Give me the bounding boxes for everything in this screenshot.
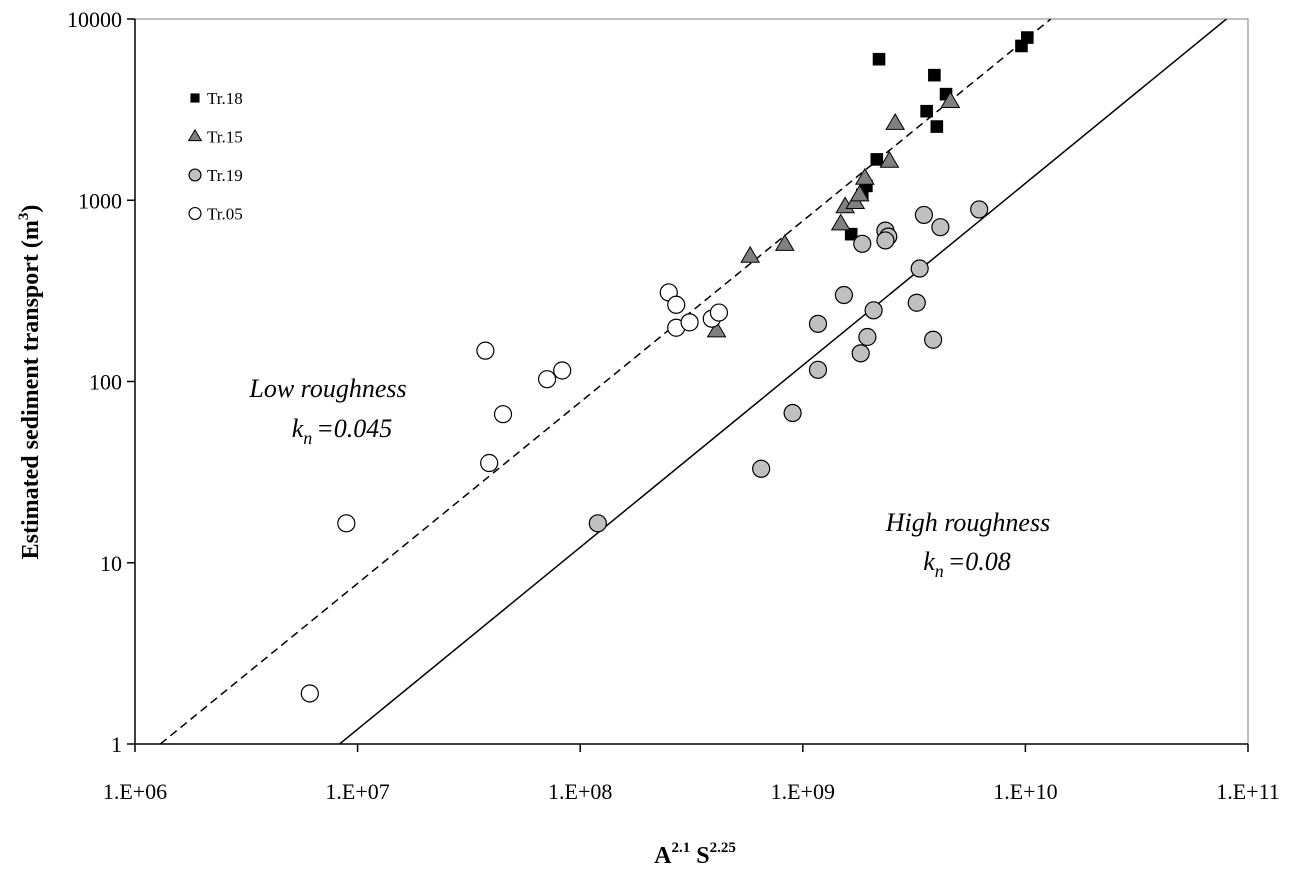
data-point [337, 514, 356, 533]
x-tick-label: 1.E+10 [993, 779, 1057, 804]
annotation-high-roughness-title: High roughness [885, 508, 1050, 537]
fit-lines [159, 19, 1227, 744]
annotation-low-roughness-value: kn =0.045 [292, 414, 393, 448]
data-point [907, 293, 926, 312]
data-point [493, 405, 513, 424]
data-point [740, 245, 761, 263]
legend-item: Tr.18 [190, 89, 243, 108]
data-point [924, 330, 943, 349]
x-axis-title: A2.1 S2.25 [654, 840, 736, 869]
data-point [879, 150, 900, 168]
legend-label: Tr.18 [207, 89, 243, 108]
data-point [858, 327, 877, 347]
data-point [870, 153, 884, 166]
y-tick-label: 100 [89, 370, 122, 395]
legend-marker [188, 206, 202, 221]
y-tick-label: 10000 [67, 7, 122, 32]
data-point [752, 459, 771, 478]
data-point [853, 234, 872, 253]
x-tick-label: 1.E+06 [103, 779, 167, 804]
data-point [783, 403, 802, 423]
data-point [476, 341, 495, 360]
legend-item: Tr.19 [188, 166, 243, 185]
data-point [553, 361, 572, 380]
data-point [300, 684, 319, 703]
legend-label: Tr.19 [207, 166, 243, 185]
legend-item: Tr.05 [188, 205, 243, 224]
high-roughness-line [339, 19, 1227, 744]
data-point [830, 213, 851, 231]
series-tr-05 [300, 283, 729, 703]
data-point [537, 370, 557, 389]
y-axis-title: Estimated sediment transport (m3) [16, 205, 44, 560]
data-points [300, 31, 1034, 703]
data-point [872, 52, 886, 66]
x-tick-label: 1.E+11 [1216, 779, 1280, 804]
data-point [920, 104, 933, 118]
low-roughness-line [159, 19, 1052, 744]
annotation-high-roughness-value: kn =0.08 [923, 547, 1011, 581]
data-point [928, 68, 941, 82]
series-tr-15 [706, 91, 961, 338]
data-point [851, 344, 870, 363]
data-point [876, 231, 895, 250]
data-point [914, 205, 934, 225]
y-tick-label: 10 [100, 551, 122, 576]
data-point [480, 453, 499, 473]
series-tr-19 [588, 200, 989, 533]
x-tick-label: 1.E+07 [325, 779, 389, 804]
data-point [854, 167, 875, 185]
legend-item: Tr.15 [187, 128, 243, 147]
data-point [667, 295, 686, 314]
legend-marker [190, 93, 200, 103]
data-point [931, 218, 950, 237]
data-point [864, 301, 883, 320]
x-tick-label: 1.E+09 [771, 779, 835, 804]
data-point [940, 91, 961, 109]
data-point [709, 303, 729, 322]
data-point [588, 514, 607, 533]
data-point [910, 259, 929, 278]
data-point [680, 313, 699, 332]
legend: Tr.18 Tr.15 Tr.19 Tr.05 [187, 89, 243, 224]
y-tick-label: 1 [111, 732, 122, 757]
data-point [1021, 31, 1034, 44]
data-point [834, 285, 854, 305]
data-point [808, 314, 828, 333]
annotation-low-roughness-title: Low roughness [248, 374, 406, 403]
data-point [774, 234, 795, 251]
legend-marker [188, 168, 202, 182]
data-point [885, 113, 906, 130]
data-point [970, 200, 989, 219]
data-point [849, 184, 870, 202]
data-point [930, 120, 944, 133]
x-tick-label: 1.E+08 [548, 779, 612, 804]
data-point [844, 227, 858, 241]
legend-marker [187, 128, 203, 142]
data-point [808, 360, 828, 379]
legend-label: Tr.15 [207, 128, 243, 147]
legend-label: Tr.05 [207, 205, 243, 224]
y-tick-label: 1000 [78, 188, 122, 213]
y-axis-ticks: 1 10 100 1000 10000 [67, 7, 135, 757]
x-axis-ticks: 1.E+06 1.E+07 1.E+08 1.E+09 1.E+10 1.E+11 [103, 744, 1280, 804]
data-point [706, 320, 727, 338]
